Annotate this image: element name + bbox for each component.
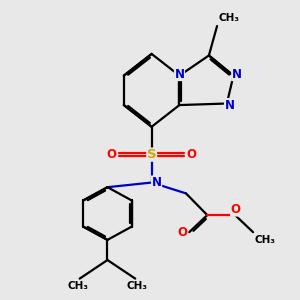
Text: CH₃: CH₃ [255,235,276,244]
Text: CH₃: CH₃ [126,281,147,291]
Text: N: N [152,176,161,189]
Text: CH₃: CH₃ [68,281,88,291]
Text: S: S [147,148,156,161]
Text: O: O [231,203,241,216]
Text: CH₃: CH₃ [219,13,240,23]
Text: N: N [224,99,235,112]
Text: N: N [232,68,242,81]
Text: O: O [107,148,117,161]
Text: O: O [177,226,187,238]
Text: N: N [174,68,184,81]
Text: O: O [187,148,196,161]
